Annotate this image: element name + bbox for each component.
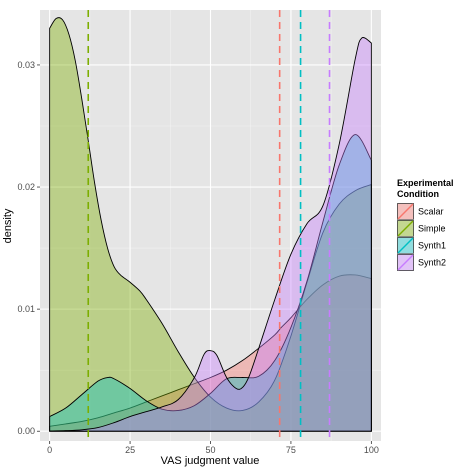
legend-label-scalar: Scalar <box>418 207 444 217</box>
density-area-synth1 <box>49 134 372 432</box>
legend-item-simple: Simple <box>396 219 446 238</box>
legend-key-line <box>397 203 414 220</box>
x-axis-title: VAS judgment value <box>161 455 260 467</box>
legend-label-simple: Simple <box>418 224 446 234</box>
legend-key-line <box>397 254 414 271</box>
y-tick-label: 0.02 <box>17 182 35 192</box>
legend: Experimental Condition Scalar Simple Synth… <box>396 178 454 272</box>
x-axis: 0 25 50 75 100 <box>47 441 379 455</box>
legend-title-line-2: Condition <box>397 189 439 199</box>
legend-key-line <box>397 220 414 237</box>
x-tick-label: 100 <box>364 445 379 455</box>
y-axis: 0.00 0.01 0.02 0.03 <box>17 60 40 436</box>
y-tick-label: 0.03 <box>17 60 35 70</box>
y-axis-title: density <box>2 208 14 243</box>
legend-label-synth2: Synth2 <box>418 258 446 268</box>
density-area-synth2 <box>49 37 372 432</box>
density-area-simple <box>49 17 372 432</box>
x-tick-label: 50 <box>205 445 215 455</box>
density-areas <box>49 17 372 432</box>
x-tick-label: 75 <box>286 445 296 455</box>
density-area-scalar <box>49 274 372 432</box>
y-tick-label: 0.00 <box>17 426 35 436</box>
legend-label-synth1: Synth1 <box>418 241 446 251</box>
legend-key-line <box>397 237 414 254</box>
legend-item-synth2: Synth2 <box>396 253 446 272</box>
y-tick-label: 0.01 <box>17 304 35 314</box>
legend-title-line-1: Experimental <box>397 178 454 188</box>
x-tick-label: 0 <box>47 445 52 455</box>
legend-item-synth1: Synth1 <box>396 236 446 255</box>
legend-item-scalar: Scalar <box>396 202 444 221</box>
x-tick-label: 25 <box>125 445 135 455</box>
